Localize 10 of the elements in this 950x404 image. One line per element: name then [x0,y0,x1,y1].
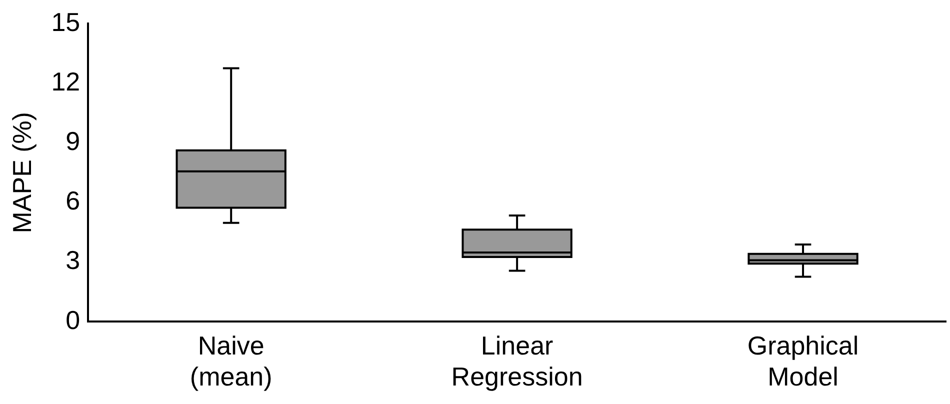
y-tick-label: 15 [51,6,80,37]
y-axis-title: MAPE (%) [6,112,37,234]
y-tick-label: 9 [66,126,80,156]
y-tick-label: 0 [66,304,80,335]
y-tick-label: 6 [66,186,80,216]
x-tick-label: Graphical Model [747,330,859,392]
x-tick-label: Linear Regression [451,330,583,392]
y-tick-label: 3 [66,245,80,276]
y-tick-label: 12 [51,66,80,96]
x-tick-label: Naive (mean) [190,330,272,392]
